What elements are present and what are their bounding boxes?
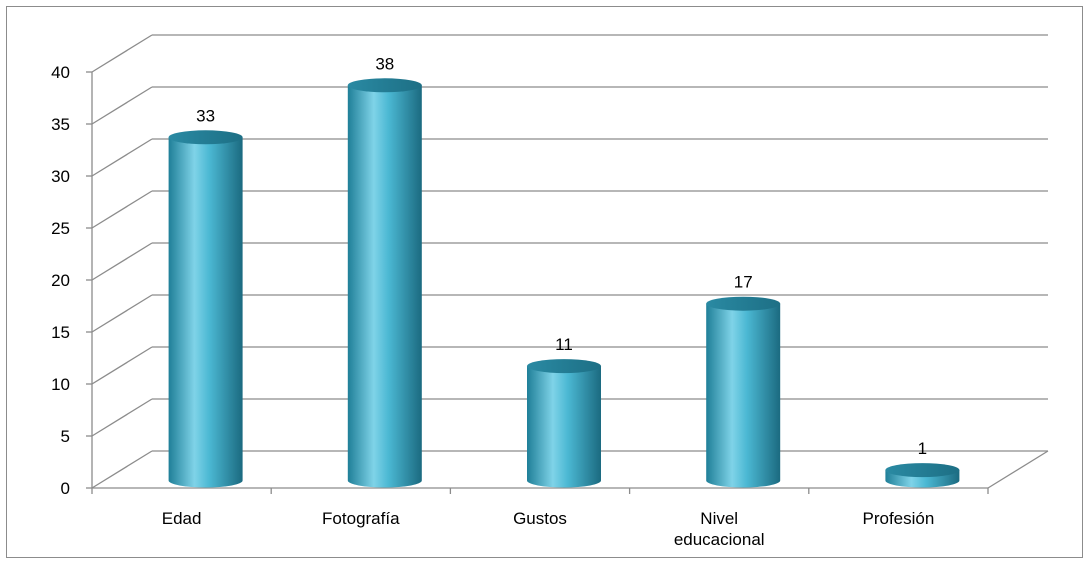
data-label-3: 17 <box>734 273 753 292</box>
category-label-3: Nivel educacional <box>674 509 765 549</box>
gridline-depth-40 <box>91 34 153 73</box>
data-labels-layer: 33 38 11 17 1 <box>196 54 927 458</box>
bar-body-0 <box>168 137 243 488</box>
ytick-label-20: 20 <box>51 271 70 290</box>
bar-body-2 <box>527 366 601 488</box>
ytick-label-25: 25 <box>51 219 70 238</box>
bar-top-0 <box>168 130 243 145</box>
ytick-label-30: 30 <box>51 167 70 186</box>
category-label-2: Gustos <box>513 509 567 528</box>
category-label-1: Fotografía <box>322 509 400 528</box>
category-label-0: Edad <box>162 509 202 528</box>
grid-layer <box>86 34 1049 494</box>
gridline-depth-5 <box>91 398 153 437</box>
data-label-4: 1 <box>918 439 927 458</box>
bar-top-2 <box>527 359 601 374</box>
bar-1 <box>347 78 422 488</box>
ytick-label-15: 15 <box>51 323 70 342</box>
gridline-depth-20 <box>91 242 153 281</box>
floor-right-edge <box>987 450 1049 489</box>
gridline-depth-15 <box>91 294 153 333</box>
gridline-depth-25 <box>91 190 153 229</box>
ytick-label-35: 35 <box>51 115 70 134</box>
gridline-depth-0 <box>91 450 153 489</box>
bar-body-3 <box>706 303 781 488</box>
data-label-0: 33 <box>196 106 215 125</box>
bar-top-4 <box>885 463 960 478</box>
bar-top-3 <box>706 296 781 311</box>
bar-body-1 <box>347 85 422 488</box>
ytick-label-10: 10 <box>51 375 70 394</box>
ytick-label-40: 40 <box>51 63 70 82</box>
category-label-4: Profesión <box>862 509 934 528</box>
bar-top-1 <box>347 78 422 93</box>
x-axis-categories: Edad Fotografía Gustos Nivel educacional Prof… <box>162 509 935 549</box>
bars-layer <box>168 78 960 488</box>
ytick-label-5: 5 <box>61 427 70 446</box>
data-label-1: 38 <box>375 54 394 73</box>
bar-4 <box>885 463 960 488</box>
gridline-depth-30 <box>91 138 153 177</box>
gridline-depth-10 <box>91 346 153 385</box>
bar-2 <box>527 359 601 488</box>
ytick-label-0: 0 <box>61 479 70 498</box>
bar-3 <box>706 296 781 488</box>
bar-0 <box>168 130 243 488</box>
gridline-depth-35 <box>91 86 153 125</box>
y-axis-ticks: 0 5 10 15 20 25 30 35 40 <box>51 63 70 498</box>
data-label-2: 11 <box>555 335 573 354</box>
